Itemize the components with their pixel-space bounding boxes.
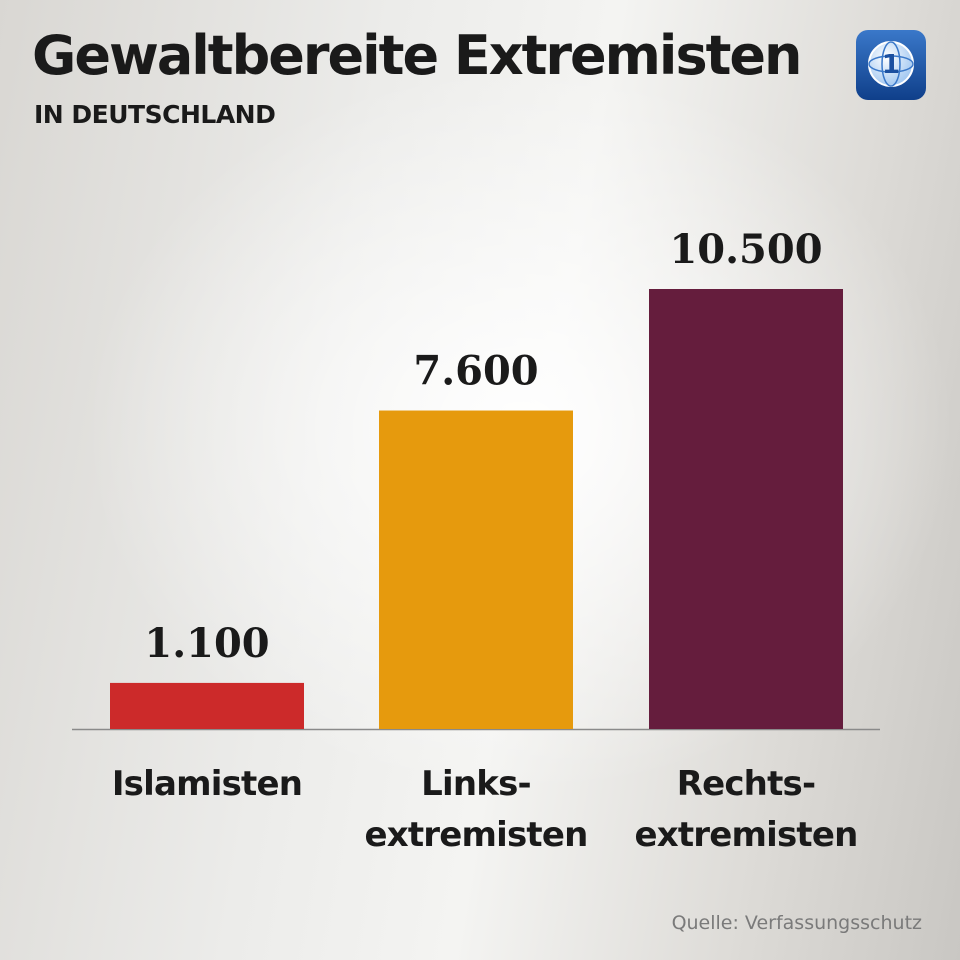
bar-1 bbox=[110, 682, 304, 729]
category-label-3-line-2: extremisten bbox=[634, 815, 857, 855]
category-label-2-line-1: Links- bbox=[421, 764, 531, 804]
bar-3 bbox=[649, 289, 843, 729]
source-note: Quelle: Verfassungsschutz bbox=[671, 912, 922, 934]
category-label-2-line-2: extremisten bbox=[364, 815, 587, 855]
bar-2 bbox=[379, 410, 573, 729]
category-label-1-line-1: Islamisten bbox=[112, 764, 302, 804]
logo-text: 1 bbox=[882, 50, 900, 80]
category-label-3-line-1: Rechts- bbox=[677, 764, 816, 804]
chart-title: Gewaltbereite Extremisten bbox=[32, 24, 802, 87]
tagesschau-logo-icon: 1 bbox=[856, 30, 926, 100]
value-label-2: 7.600 bbox=[413, 348, 538, 395]
value-label-1: 1.100 bbox=[144, 620, 269, 667]
value-label-3: 10.500 bbox=[669, 226, 822, 273]
chart-subtitle: IN DEUTSCHLAND bbox=[34, 100, 276, 129]
